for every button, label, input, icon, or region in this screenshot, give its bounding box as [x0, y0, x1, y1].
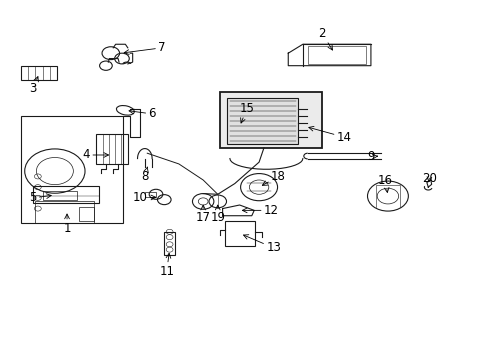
Text: 11: 11: [159, 253, 174, 278]
Bar: [21, 116, 122, 223]
Text: 9: 9: [366, 150, 377, 163]
Text: 8: 8: [141, 167, 148, 183]
Bar: [79, 207, 94, 221]
Bar: [307, 46, 366, 64]
Text: 1: 1: [63, 214, 71, 235]
Bar: [227, 98, 297, 144]
Bar: [35, 202, 94, 223]
Bar: [21, 66, 57, 80]
Text: 19: 19: [210, 205, 225, 224]
Text: 17: 17: [195, 205, 210, 224]
Text: 10: 10: [132, 192, 155, 204]
Text: 2: 2: [318, 27, 332, 50]
Text: 13: 13: [243, 235, 281, 255]
Bar: [220, 93, 322, 148]
Text: 15: 15: [239, 102, 254, 123]
Bar: [164, 232, 175, 255]
Text: 20: 20: [421, 172, 436, 185]
Bar: [33, 186, 99, 203]
Text: 14: 14: [308, 126, 351, 144]
Text: 18: 18: [262, 170, 285, 185]
Bar: [42, 191, 77, 200]
Bar: [144, 192, 155, 197]
Text: 5: 5: [29, 192, 51, 204]
Bar: [224, 221, 255, 246]
Text: 16: 16: [377, 174, 392, 192]
Bar: [96, 134, 127, 164]
Text: 4: 4: [82, 148, 108, 162]
Text: 6: 6: [129, 107, 156, 120]
Text: 7: 7: [124, 41, 165, 54]
Text: 3: 3: [29, 77, 38, 95]
Text: 12: 12: [242, 204, 278, 217]
